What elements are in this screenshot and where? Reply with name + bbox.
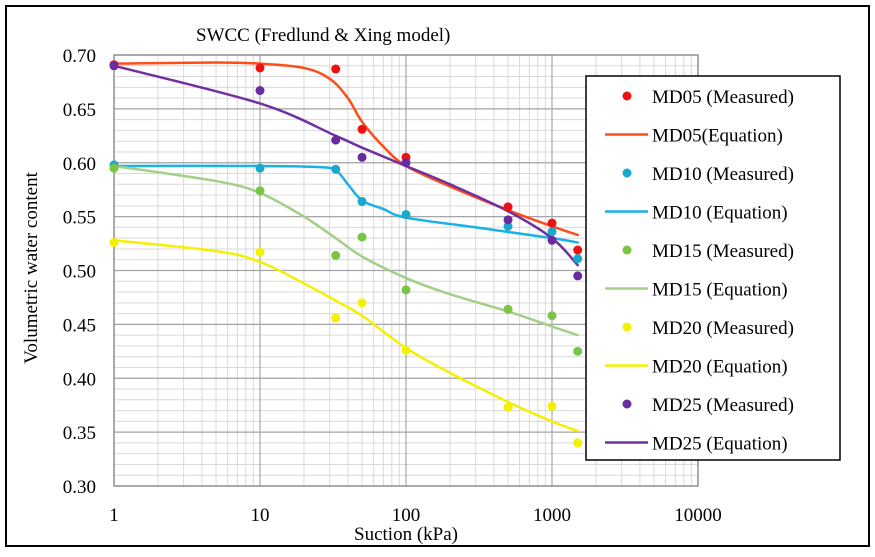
legend-label: MD25 (Measured) xyxy=(652,395,794,416)
legend-label: MD20 (Measured) xyxy=(652,318,794,339)
series-line xyxy=(112,239,579,433)
legend-label: MD10 (Equation) xyxy=(652,203,788,224)
data-point xyxy=(357,232,367,242)
y-tick-label: 0.55 xyxy=(63,208,96,229)
data-point xyxy=(503,221,513,231)
data-point xyxy=(547,235,557,245)
data-point xyxy=(401,345,411,355)
x-tick-label: 1000 xyxy=(533,505,571,526)
data-point xyxy=(573,346,583,356)
y-tick-label: 0.50 xyxy=(63,262,96,283)
x-tick-label: 10 xyxy=(251,505,270,526)
series-line xyxy=(112,164,579,337)
data-point xyxy=(331,64,341,74)
data-point xyxy=(503,202,513,212)
data-point xyxy=(357,152,367,162)
data-point xyxy=(503,215,513,225)
data-point xyxy=(547,401,557,411)
legend-label: MD05 (Measured) xyxy=(652,87,794,108)
legend: MD05 (Measured) MD05(Equation) MD10 (Measu… xyxy=(585,75,841,461)
data-point xyxy=(503,304,513,314)
data-point xyxy=(547,311,557,321)
data-point xyxy=(357,124,367,134)
data-point xyxy=(255,247,265,257)
data-point xyxy=(331,135,341,145)
x-tick-label: 1 xyxy=(109,505,119,526)
data-point xyxy=(255,186,265,196)
series-layer xyxy=(109,60,583,448)
y-axis-title: Volumetric water content xyxy=(21,171,42,363)
legend-label: MD15 (Equation) xyxy=(652,280,788,301)
data-point xyxy=(573,271,583,281)
y-tick-label: 0.40 xyxy=(63,369,96,390)
x-tick-label: 100 xyxy=(392,505,421,526)
legend-box xyxy=(585,75,841,461)
data-point xyxy=(109,237,119,247)
legend-label: MD20 (Equation) xyxy=(652,357,788,378)
legend-marker xyxy=(622,91,632,101)
data-point xyxy=(503,402,513,412)
legend-marker xyxy=(622,399,632,409)
legend-marker xyxy=(622,322,632,332)
y-tick-label: 0.65 xyxy=(63,100,96,121)
data-point xyxy=(255,86,265,96)
data-point xyxy=(109,61,119,71)
legend-marker xyxy=(622,168,632,178)
data-point xyxy=(401,285,411,295)
data-point xyxy=(573,254,583,264)
legend-marker xyxy=(622,245,632,255)
legend-label: MD15 (Measured) xyxy=(652,241,794,262)
y-tick-label: 0.30 xyxy=(63,477,96,498)
data-point xyxy=(401,158,411,168)
x-axis-title: Suction (kPa) xyxy=(354,524,458,545)
data-point xyxy=(255,63,265,73)
y-tick-label: 0.60 xyxy=(63,154,96,175)
chart-title: SWCC (Fredlund & Xing model) xyxy=(196,25,450,46)
data-point xyxy=(331,164,341,174)
data-point xyxy=(255,163,265,173)
series-line xyxy=(112,64,579,267)
tick-labels: 1 10 100 1000 10000 0.30 0.35 0.40 0.45 0.50 0.55 0… xyxy=(63,46,722,526)
x-tick-label: 10000 xyxy=(674,505,722,526)
data-point xyxy=(357,197,367,207)
data-point xyxy=(357,298,367,308)
y-tick-label: 0.70 xyxy=(63,46,96,67)
data-point xyxy=(401,209,411,219)
legend-label: MD05(Equation) xyxy=(652,126,783,147)
legend-label: MD25 (Equation) xyxy=(652,434,788,455)
data-point xyxy=(573,438,583,448)
data-point xyxy=(331,250,341,260)
data-point xyxy=(331,313,341,323)
y-tick-label: 0.45 xyxy=(63,315,96,336)
data-point xyxy=(573,245,583,255)
legend-label: MD10 (Measured) xyxy=(652,164,794,185)
y-tick-label: 0.35 xyxy=(63,423,96,444)
data-point xyxy=(547,227,557,237)
data-point xyxy=(547,218,557,228)
data-point xyxy=(109,163,119,173)
